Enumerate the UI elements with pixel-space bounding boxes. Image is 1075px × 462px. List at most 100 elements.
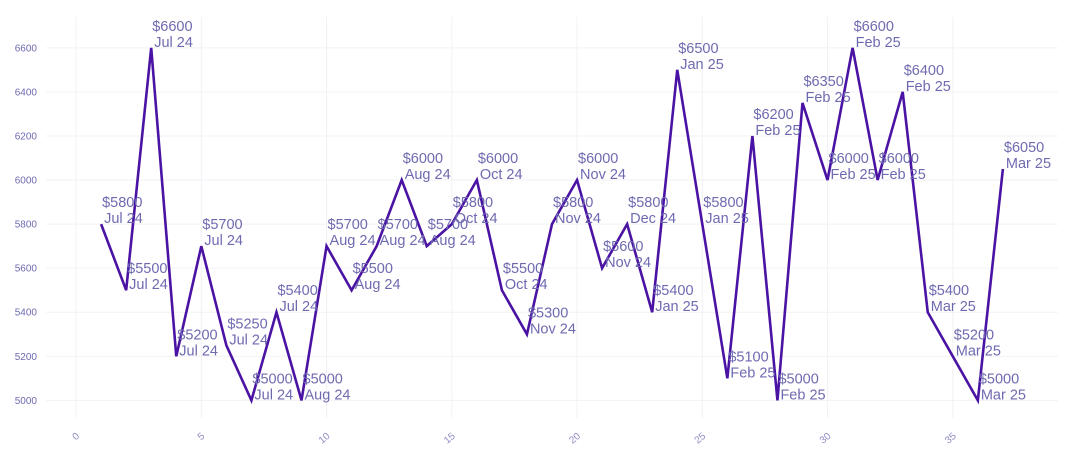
point-month-label: Jul 24 — [254, 387, 293, 403]
point-value-label: $5800 — [102, 195, 142, 211]
point-month-label: Jul 24 — [179, 343, 218, 359]
y-tick-label: 5400 — [15, 308, 38, 319]
point-value-label: $6000 — [478, 151, 518, 167]
point-value-label: $6000 — [578, 151, 618, 167]
point-value-label: $5800 — [628, 195, 668, 211]
y-tick-label: 6200 — [15, 131, 38, 142]
point-value-label: $6600 — [152, 19, 192, 35]
point-value-label: $5700 — [328, 217, 368, 233]
x-tick-label: 0 — [71, 431, 83, 443]
point-month-label: Nov 24 — [605, 255, 651, 271]
point-month-label: Aug 24 — [330, 233, 376, 249]
point-month-label: Nov 24 — [555, 211, 601, 227]
point-value-label: $5000 — [979, 371, 1019, 387]
x-tick-label: 15 — [442, 431, 458, 447]
point-month-label: Nov 24 — [580, 167, 626, 183]
point-value-label: $5700 — [378, 217, 418, 233]
point-value-label: $5400 — [653, 283, 693, 299]
point-value-label: $5600 — [603, 239, 643, 255]
point-month-label: Dec 24 — [630, 211, 676, 227]
point-value-label: $5200 — [954, 327, 994, 343]
point-month-label: Oct 24 — [480, 167, 523, 183]
point-month-label: Aug 24 — [405, 167, 451, 183]
point-month-label: Mar 25 — [1006, 156, 1051, 172]
x-tick-label: 10 — [317, 431, 333, 447]
point-value-label: $6400 — [904, 63, 944, 79]
point-month-label: Aug 24 — [380, 233, 426, 249]
point-value-label: $6200 — [753, 107, 793, 123]
point-month-label: Feb 25 — [730, 365, 775, 381]
y-tick-label: 6000 — [15, 176, 38, 187]
point-value-label: $5100 — [728, 349, 768, 365]
point-month-label: Mar 25 — [956, 343, 1001, 359]
point-value-label: $5000 — [303, 371, 343, 387]
point-value-label: $6350 — [803, 74, 843, 90]
point-month-label: Jul 24 — [154, 35, 193, 51]
point-month-label: Jul 24 — [279, 299, 318, 315]
point-month-label: Aug 24 — [305, 387, 351, 403]
point-month-label: Jan 25 — [705, 211, 749, 227]
point-value-label: $5300 — [528, 305, 568, 321]
point-value-label: $5800 — [553, 195, 593, 211]
point-month-label: Jan 25 — [680, 57, 724, 73]
point-month-label: Jul 24 — [129, 277, 168, 293]
point-value-label: $5500 — [353, 261, 393, 277]
point-value-label: $5000 — [252, 371, 292, 387]
point-value-label: $5500 — [127, 261, 167, 277]
x-tick-label: 35 — [943, 431, 959, 447]
point-month-label: Nov 24 — [530, 321, 576, 337]
point-month-label: Feb 25 — [831, 167, 876, 183]
point-month-label: Jul 24 — [229, 332, 268, 348]
y-tick-label: 6600 — [15, 43, 38, 54]
series-line — [99, 47, 1005, 405]
point-value-label: $5800 — [453, 195, 493, 211]
point-month-label: Jan 25 — [655, 299, 699, 315]
point-value-label: $6000 — [403, 151, 443, 167]
point-month-label: Feb 25 — [856, 35, 901, 51]
point-value-label: $6500 — [678, 41, 718, 57]
point-value-label: $6000 — [829, 151, 869, 167]
point-month-label: Aug 24 — [430, 233, 476, 249]
series — [99, 47, 1005, 405]
y-tick-label: 5000 — [15, 396, 38, 407]
point-value-label: $5400 — [277, 283, 317, 299]
point-month-label: Feb 25 — [780, 387, 825, 403]
point-month-label: Jul 24 — [104, 211, 143, 227]
point-month-label: Feb 25 — [755, 123, 800, 139]
point-month-label: Jul 24 — [204, 233, 243, 249]
y-axis: 5000 5200 5400 5600 5800 6000 6200 6400 6600 — [15, 43, 38, 407]
y-tick-label: 6400 — [15, 87, 38, 98]
point-value-label: $5400 — [929, 283, 969, 299]
point-month-label: Oct 24 — [455, 211, 498, 227]
point-value-label: $5800 — [703, 195, 743, 211]
